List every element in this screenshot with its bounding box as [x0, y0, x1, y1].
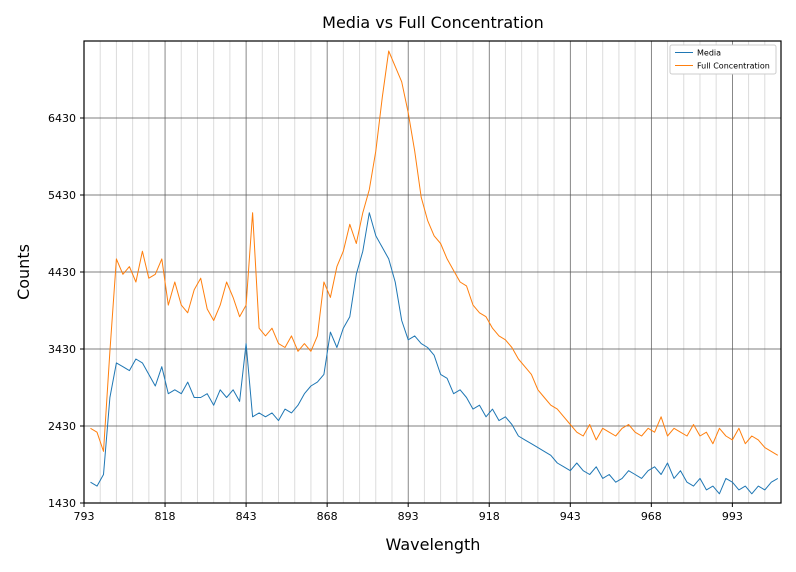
y-tick-label: 1430 — [48, 497, 76, 510]
series-line-full-concentration — [90, 50, 779, 456]
y-tick-label: 5430 — [48, 189, 76, 202]
x-axis-label: Wavelength — [386, 535, 481, 554]
y-tick-label: 3430 — [48, 343, 76, 356]
legend-box — [669, 44, 777, 75]
y-tick-label: 2430 — [48, 420, 76, 433]
x-tick-label: 793 — [74, 510, 95, 523]
legend-label-media: Media — [697, 49, 721, 58]
y-axis-label: Counts — [14, 244, 33, 300]
y-tick-label: 4430 — [48, 266, 76, 279]
legend: Media Full Concentration — [669, 44, 777, 75]
x-tick-label: 943 — [560, 510, 581, 523]
x-tick-label: 818 — [155, 510, 176, 523]
x-tick-label: 968 — [641, 510, 662, 523]
major-grid — [83, 41, 781, 504]
chart-title: Media vs Full Concentration — [322, 13, 544, 32]
x-tick-label: 843 — [236, 510, 257, 523]
series-line-media — [90, 212, 779, 495]
y-tick-label: 6430 — [48, 112, 76, 125]
series-layer — [90, 50, 779, 495]
x-tick-label: 993 — [722, 510, 743, 523]
x-tick-label: 868 — [317, 510, 338, 523]
x-axis-ticks: 793 818 843 868 893 918 943 968 993 — [74, 503, 743, 523]
x-tick-label: 918 — [479, 510, 500, 523]
y-axis-ticks: 1430 2430 3430 4430 5430 6430 — [48, 112, 84, 510]
x-tick-label: 893 — [398, 510, 419, 523]
legend-label-full-concentration: Full Concentration — [697, 62, 770, 71]
